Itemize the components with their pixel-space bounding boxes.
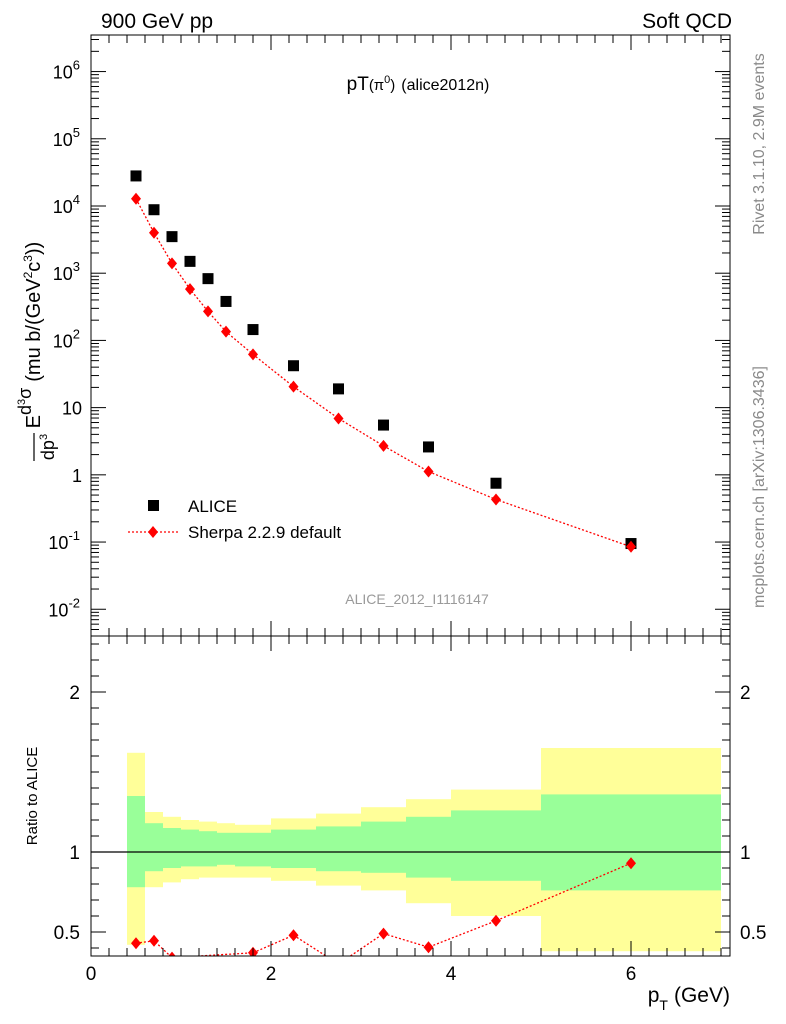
svg-text:Ed3σ(mu b/(GeV2c3)): Ed3σ(mu b/(GeV2c3)) [15, 242, 45, 429]
ratio-panel: 0.5 0.5 1 1 2 2 0 2 4 6 Ratio to ALICE pT (GeV) [24, 636, 766, 1013]
stat-uncertainty-band [541, 794, 721, 891]
x-tick-label: 2 [266, 964, 277, 985]
stat-uncertainty-band [145, 823, 163, 872]
ratio-y-tick-label-right: 0.5 [740, 923, 766, 944]
stat-uncertainty-band [163, 828, 181, 868]
sherpa-point [333, 412, 344, 425]
ratio-y-tick-label-right: 2 [740, 683, 751, 704]
ratio-sherpa-point [288, 929, 299, 942]
ratio-y-axis-label: Ratio to ALICE [24, 747, 41, 845]
main-y-tick-label: 102 [53, 326, 80, 351]
svg-text:dp3: dp3 [38, 434, 58, 460]
analysis-watermark: ALICE_2012_I1116147 [345, 591, 489, 607]
alice-point [333, 383, 344, 395]
ratio-frame [90, 635, 731, 957]
x-tick-label: 4 [446, 964, 457, 985]
x-tick-label: 0 [86, 964, 97, 985]
main-y-tick-label: 1 [72, 466, 82, 486]
mcplots-label: mcplots.cern.ch [arXiv:1306.3436] [751, 366, 768, 608]
stat-uncertainty-band [361, 821, 406, 873]
main-y-axis-label: Ed3σ(mu b/(GeV2c3)) dp3 [15, 242, 58, 461]
alice-point [220, 295, 232, 307]
alice-point [148, 204, 160, 216]
sherpa-point [149, 226, 159, 239]
ratio-sherpa-point [131, 937, 141, 950]
main-y-ticks: 10-2 10-1 1 10 102 103 104 105 106 [48, 35, 730, 637]
header-category-label: Soft QCD [642, 10, 732, 33]
stat-uncertainty-band [181, 829, 199, 867]
legend-sherpa-marker [148, 526, 158, 538]
main-y-tick-label: 10-2 [48, 595, 80, 620]
sherpa-point [203, 305, 213, 318]
alice-point [247, 324, 259, 336]
sherpa-line [135, 198, 632, 548]
ratio-y-tick-label: 0.5 [54, 923, 80, 944]
legend-alice-label: ALICE [188, 497, 237, 516]
ratio-sherpa-point [334, 958, 344, 970]
legend-alice-marker [148, 500, 159, 511]
stat-uncertainty-band [451, 810, 541, 881]
sherpa-point [626, 540, 636, 553]
ratio-y-tick-label: 1 [69, 843, 80, 864]
header-energy-label: 900 GeV pp [101, 10, 213, 33]
sherpa-point [221, 325, 231, 338]
alice-point [130, 170, 142, 182]
main-y-tick-label: 103 [53, 259, 80, 284]
sherpa-point [378, 439, 389, 452]
legend: ALICE Sherpa 2.2.9 default [128, 497, 341, 542]
stat-uncertainty-band [406, 816, 451, 878]
x-tick-label: 6 [626, 964, 637, 985]
main-y-tick-label: 104 [53, 192, 80, 217]
alice-point [378, 419, 389, 431]
main-panel: pT(π0) (alice2012n) ALICE_2012_I1116147 E… [15, 35, 730, 637]
stat-uncertainty-band [271, 829, 316, 868]
ratio-ticks: 0.5 0.5 1 1 2 2 0 2 4 6 [54, 636, 766, 985]
ratio-sherpa-point [378, 927, 389, 940]
main-series-layer [130, 170, 637, 553]
ratio-sherpa-point [626, 857, 636, 870]
ratio-y-tick-label-right: 1 [740, 843, 751, 864]
main-y-tick-label: 10-1 [48, 528, 80, 553]
alice-point [423, 441, 434, 453]
alice-point [288, 360, 299, 372]
alice-point [490, 477, 502, 489]
sherpa-point [131, 192, 141, 205]
sherpa-point [248, 348, 258, 361]
stat-uncertainty-band [199, 831, 217, 867]
stat-uncertainty-band [316, 826, 361, 872]
stat-uncertainty-band [217, 832, 235, 865]
sherpa-point [167, 257, 177, 270]
ratio-series-layer [131, 857, 636, 970]
sherpa-point [491, 493, 501, 506]
alice-point [202, 273, 214, 285]
stat-uncertainty-band [235, 832, 271, 867]
ratio-sherpa-point [168, 951, 176, 956]
legend-sherpa-label: Sherpa 2.2.9 default [188, 523, 341, 542]
alice-point [166, 231, 178, 243]
sherpa-point [185, 283, 195, 296]
ratio-sherpa-point [423, 941, 434, 954]
sherpa-point [288, 380, 299, 393]
alice-point [184, 255, 196, 267]
sherpa-point [423, 465, 434, 478]
rivet-label: Rivet 3.1.10, 2.9M events [751, 53, 768, 234]
stat-uncertainty-band [127, 796, 145, 888]
main-y-tick-label: 10 [62, 399, 82, 419]
main-plot-title: pT(π0) (alice2012n) [347, 74, 490, 95]
ratio-sherpa-point [491, 914, 501, 927]
ratio-sherpa-point [149, 934, 159, 947]
main-y-tick-label: 106 [53, 58, 80, 83]
x-axis-label: pT (GeV) [648, 984, 730, 1013]
ratio-uncertainty-bands [91, 748, 730, 952]
main-y-tick-label: 105 [53, 125, 80, 150]
ratio-y-tick-label: 2 [69, 683, 80, 704]
